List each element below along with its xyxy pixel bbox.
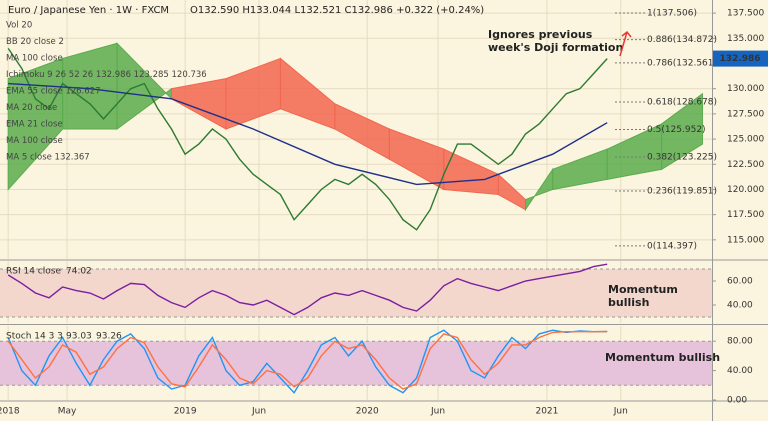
indicator-label: EMA 21 close — [6, 120, 63, 130]
y-tick-label: 122.500 — [727, 160, 764, 170]
panel-value: 93.26 — [96, 332, 122, 342]
fib-label: 0.382(123.225) — [647, 152, 717, 162]
y-tick-label: 60.00 — [727, 277, 753, 287]
annotation: Momentum bullish — [605, 351, 720, 364]
y-tick-label: 127.500 — [727, 109, 764, 119]
y-tick-label: 80.00 — [727, 337, 753, 347]
fib-label: 1(137.506) — [647, 9, 697, 19]
fib-label: 0.5(125.952) — [647, 125, 706, 135]
panel-title: RSI 14 close — [6, 267, 61, 277]
series-line — [7, 263, 608, 316]
series-line — [7, 48, 608, 231]
price-tag — [713, 50, 768, 67]
series-line — [7, 330, 608, 390]
panel-value: 74.02 — [66, 267, 92, 277]
annotation: Ignores previous — [488, 28, 593, 41]
indicator-label: Vol 20 — [6, 21, 32, 31]
indicator-label: MA 20 close — [6, 103, 57, 113]
indicator-label: MA 100 close — [6, 54, 63, 64]
chart-title: Euro / Japanese Yen · 1W · FXCM — [8, 5, 169, 16]
arrow — [619, 30, 632, 57]
annotation: Momentum — [608, 283, 678, 296]
y-tick-label: 115.000 — [727, 235, 764, 245]
x-tick-label: May — [58, 407, 77, 417]
y-tick-label: 117.500 — [727, 210, 764, 220]
x-tick-label: 2019 — [174, 407, 197, 417]
fib-label: 0(114.397) — [647, 241, 697, 251]
y-tick-label: 130.000 — [727, 84, 764, 94]
y-tick-label: 40.00 — [727, 301, 753, 311]
indicator-label: MA 100 close — [6, 136, 63, 146]
series-line — [7, 329, 608, 394]
panel-value: 93.03 — [66, 332, 92, 342]
x-tick-label: Jun — [613, 407, 628, 417]
ohlc: O132.590 H133.044 L132.521 C132.986 +0.3… — [190, 5, 484, 16]
x-tick-label: 2021 — [535, 407, 558, 417]
cloud — [661, 92, 703, 171]
y-tick-label: 0.00 — [727, 396, 747, 406]
fib-label: 0.886(134.872) — [647, 35, 717, 45]
indicator-label: EMA 55 close 126.627 — [6, 87, 100, 97]
annotation: week's Doji formation — [488, 41, 623, 54]
fib-label: 0.236(119.851) — [647, 186, 717, 196]
series-line — [8, 82, 608, 186]
y-tick-label: 120.000 — [727, 185, 764, 195]
x-tick-label: 2020 — [356, 407, 379, 417]
panel-title: Stoch 14 3 3 — [6, 332, 63, 342]
y-tick-label: 40.00 — [727, 366, 753, 376]
x-tick-label: Jun — [430, 407, 445, 417]
x-tick-label: 2018 — [0, 407, 20, 417]
y-tick-label: 137.500 — [727, 9, 764, 19]
indicator-label: MA 5 close 132.367 — [6, 153, 90, 163]
x-tick-label: Jun — [251, 407, 266, 417]
indicator-label: BB 20 close 2 — [6, 37, 64, 47]
fib-label: 0.786(132.561) — [647, 58, 717, 68]
fib-label: 0.618(128.678) — [647, 98, 717, 108]
annotation: bullish — [608, 296, 649, 309]
price-tag-label: 132.986 — [720, 54, 761, 64]
y-tick-label: 125.000 — [727, 135, 764, 145]
y-tick-label: 135.000 — [727, 34, 764, 44]
indicator-label: Ichimoku 9 26 52 26 132.986 123.285 120.… — [6, 70, 207, 80]
